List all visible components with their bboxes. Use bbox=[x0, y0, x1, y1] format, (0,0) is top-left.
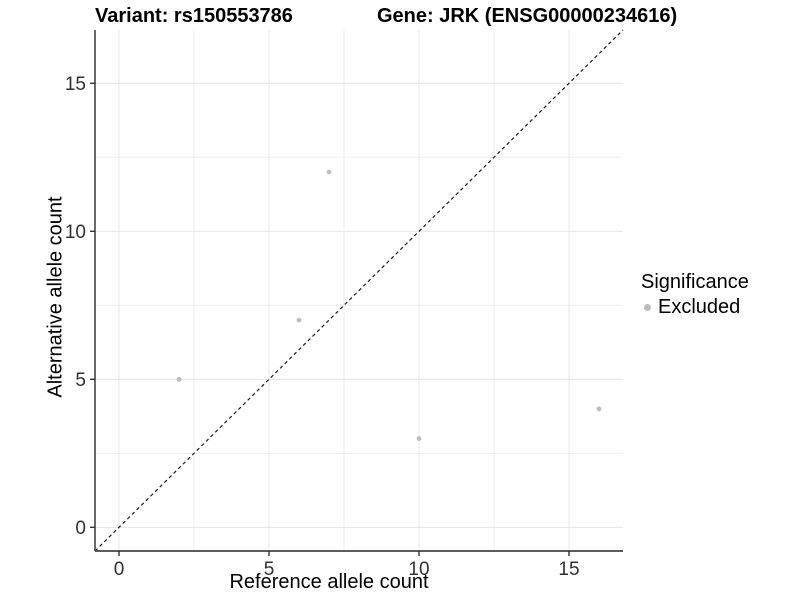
y-axis-title: Alternative allele count bbox=[44, 196, 67, 398]
x-tick-label: 10 bbox=[408, 559, 429, 580]
y-tick-label: 10 bbox=[65, 222, 86, 243]
x-tick-label: 0 bbox=[114, 559, 125, 580]
data-point bbox=[326, 169, 332, 175]
x-axis-title: Reference allele count bbox=[229, 571, 429, 593]
y-tick-label: 15 bbox=[65, 74, 86, 95]
x-tick-label: 15 bbox=[558, 559, 579, 580]
legend-entry-excluded: Excluded bbox=[641, 296, 749, 319]
identity-dashed-line bbox=[94, 29, 624, 552]
legend-entry-label: Excluded bbox=[658, 296, 741, 318]
y-tick-label: 5 bbox=[75, 370, 86, 391]
legend-point-icon bbox=[644, 304, 651, 311]
x-tick-label: 5 bbox=[264, 559, 275, 580]
legend: Significance Excluded bbox=[641, 271, 749, 319]
data-point bbox=[416, 436, 422, 441]
plot-title-gene: Gene: JRK (ENSG00000234616) bbox=[377, 5, 678, 27]
data-point bbox=[596, 406, 602, 412]
y-tick-label: 0 bbox=[75, 518, 86, 539]
legend-title: Significance bbox=[641, 271, 749, 293]
data-point bbox=[296, 317, 302, 323]
data-point bbox=[176, 376, 182, 382]
plot-title-variant: Variant: rs150553786 bbox=[95, 5, 293, 27]
